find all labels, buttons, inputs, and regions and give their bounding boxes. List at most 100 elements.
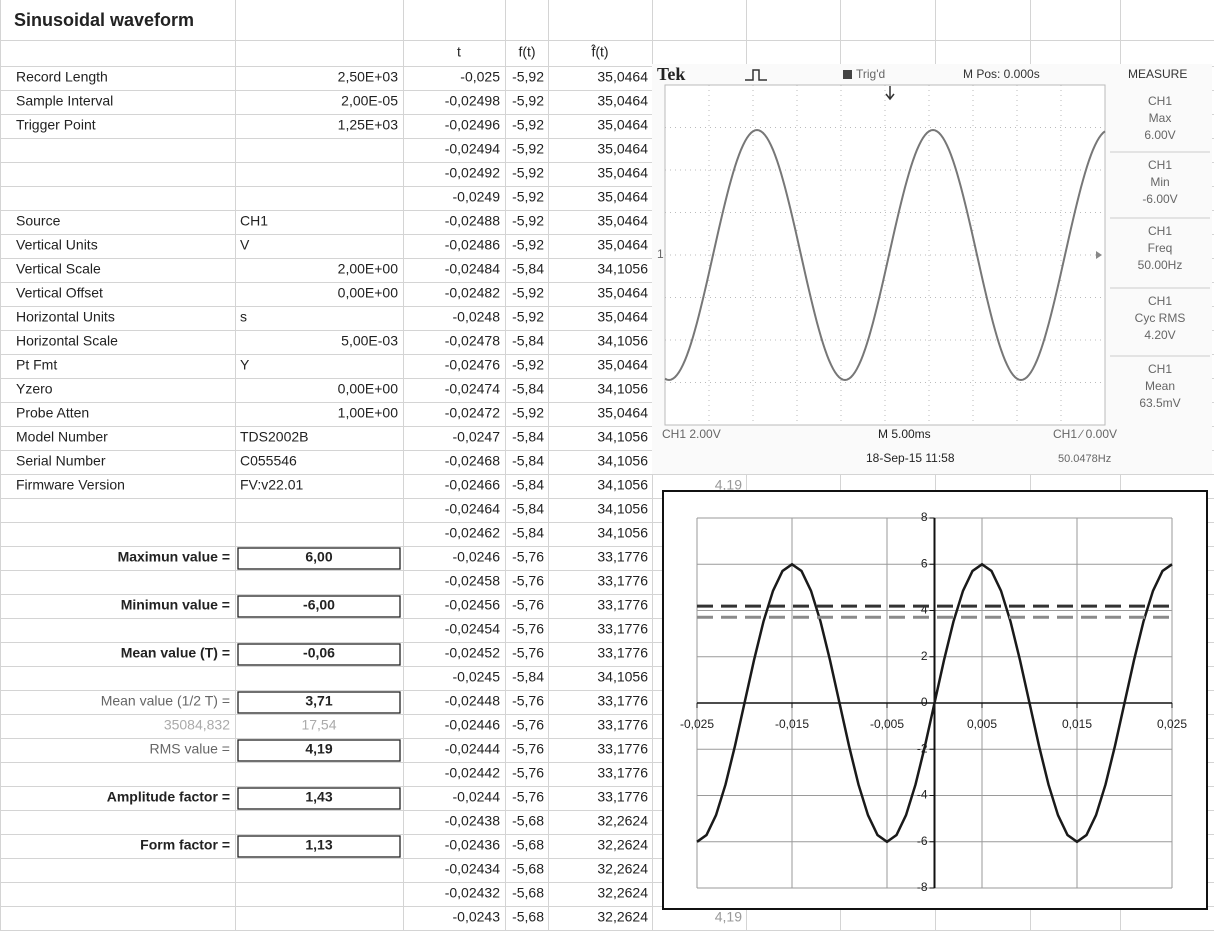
cell-value: 3,71: [305, 693, 332, 709]
page: Sinusoidal waveformtf(t)f̂(t)Record Leng…: [0, 0, 1214, 931]
measure-label: Mean: [1145, 379, 1175, 393]
cell-value: 17,54: [301, 717, 336, 733]
cell-f: -5,92: [512, 165, 544, 181]
cell-fhat: 33,1776: [597, 597, 648, 613]
cell-t: -0,02484: [445, 261, 500, 277]
cell-t: -0,02456: [445, 597, 500, 613]
scope-position: M Pos: 0.000s: [963, 67, 1040, 81]
cell-value: 1,25E+03: [338, 117, 399, 133]
cell-label: Horizontal Scale: [16, 333, 118, 349]
cell-t: -0,02494: [445, 141, 500, 157]
cell-label: Serial Number: [16, 453, 106, 469]
cell-label: RMS value =: [149, 741, 230, 757]
x-tick-label: 0,005: [967, 717, 997, 731]
cell-t: -0,02474: [445, 381, 500, 397]
cell-f: -5,68: [512, 861, 544, 877]
cell-f: -5,84: [512, 381, 544, 397]
cell-value: TDS2002B: [240, 429, 308, 445]
cell-f: -5,92: [512, 309, 544, 325]
measure-value: 6.00V: [1144, 128, 1175, 142]
cell-t: -0,02472: [445, 405, 500, 421]
y-tick-label: 8: [921, 510, 928, 524]
cell-t: -0,02446: [445, 717, 500, 733]
y-tick-label: 2: [921, 649, 928, 663]
cell-label: Vertical Scale: [16, 261, 101, 277]
cell-fhat: 34,1056: [597, 477, 648, 493]
cell-label: Amplitude factor =: [107, 789, 230, 805]
cell-fhat: 34,1056: [597, 669, 648, 685]
cell-fhat: 33,1776: [597, 765, 648, 781]
cell-t: -0,02444: [445, 741, 500, 757]
cell-value: Y: [240, 357, 250, 373]
frequency: 50.0478Hz: [1058, 453, 1111, 465]
cell-value: 6,00: [305, 549, 332, 565]
measure-channel: CH1: [1148, 294, 1172, 308]
cell-label: Firmware Version: [16, 477, 125, 493]
cell-fhat: 33,1776: [597, 573, 648, 589]
cell-t: -0,02498: [445, 93, 500, 109]
cell-fhat: 35,0464: [597, 309, 648, 325]
cell-f: -5,76: [512, 549, 544, 565]
cell-label: Source: [16, 213, 61, 229]
trig-icon: [843, 70, 852, 79]
x-tick-label: 0,025: [1157, 717, 1187, 731]
sheet-title: Sinusoidal waveform: [14, 10, 194, 30]
cell-fhat: 33,1776: [597, 645, 648, 661]
cell-fhat: 33,1776: [597, 717, 648, 733]
cell-fhat: 34,1056: [597, 333, 648, 349]
cell-value: 1,43: [305, 789, 332, 805]
cell-value: s: [240, 309, 247, 325]
cell-t: -0,0245: [453, 669, 501, 685]
measure-channel: CH1: [1148, 94, 1172, 108]
measure-value: 50.00Hz: [1138, 258, 1183, 272]
cell-t: -0,0249: [453, 189, 501, 205]
cell-fhat: 35,0464: [597, 165, 648, 181]
column-header: t: [457, 44, 461, 60]
cell-f: -5,84: [512, 261, 544, 277]
cell-t: -0,02442: [445, 765, 500, 781]
cell-label: Yzero: [16, 381, 53, 397]
cell-label: 35084,832: [164, 717, 230, 733]
y-tick-label: -6: [917, 834, 928, 848]
cell-f: -5,76: [512, 789, 544, 805]
cell-t: -0,0248: [453, 309, 501, 325]
cell-fhat: 35,0464: [597, 189, 648, 205]
cell-t: -0,02436: [445, 837, 500, 853]
scope-brand: Tek: [657, 64, 685, 84]
cell-f: -5,68: [512, 837, 544, 853]
cell-f: -5,76: [512, 597, 544, 613]
cell-t: -0,02432: [445, 885, 500, 901]
cell-fhat: 32,2624: [597, 813, 648, 829]
measure-channel: CH1: [1148, 158, 1172, 172]
cell-f: -5,92: [512, 141, 544, 157]
cell-fhat: 33,1776: [597, 549, 648, 565]
cell-t: -0,0244: [453, 789, 501, 805]
cell-fhat: 35,0464: [597, 213, 648, 229]
cell-f: -5,76: [512, 693, 544, 709]
cell-value: -6,00: [303, 597, 335, 613]
cell-fhat: 35,0464: [597, 285, 648, 301]
ground-marker: 1: [657, 247, 664, 261]
cell-t: -0,02452: [445, 645, 500, 661]
cell-f: -5,76: [512, 717, 544, 733]
cell-fhat: 32,2624: [597, 885, 648, 901]
measure-channel: CH1: [1148, 362, 1172, 376]
cell-f: -5,84: [512, 429, 544, 445]
cell-fhat: 32,2624: [597, 861, 648, 877]
measure-label: Freq: [1148, 241, 1173, 255]
cell-f: -5,76: [512, 621, 544, 637]
cell-fhat: 32,2624: [597, 909, 648, 925]
timestamp: 18-Sep-15 11:58: [866, 451, 955, 465]
measure-label: Min: [1150, 175, 1169, 189]
cell-label: Form factor =: [140, 837, 230, 853]
measure-value: 63.5mV: [1139, 396, 1180, 410]
cell-label: Mean value (T) =: [121, 645, 230, 661]
cell-f: -5,76: [512, 645, 544, 661]
cell-label: Vertical Units: [16, 237, 98, 253]
cell-fhat: 34,1056: [597, 261, 648, 277]
cell-value: -0,06: [303, 645, 335, 661]
cell-value: C055546: [240, 453, 297, 469]
cell-t: -0,02488: [445, 213, 500, 229]
cell-value: 1,13: [305, 837, 332, 853]
